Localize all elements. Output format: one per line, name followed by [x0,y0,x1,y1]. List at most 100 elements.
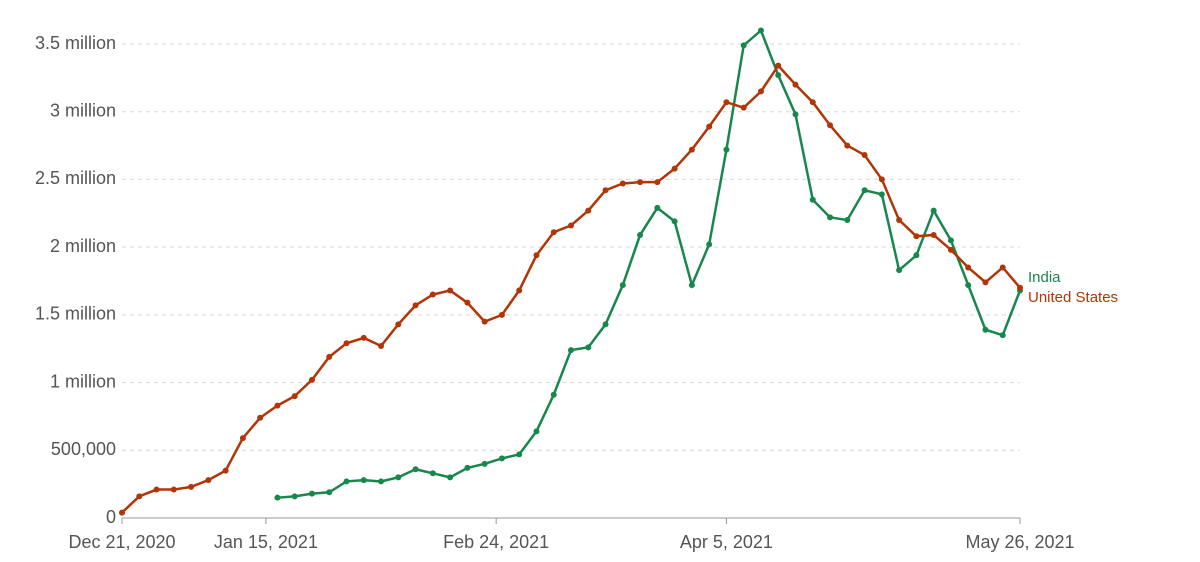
x-tick-label: Jan 15, 2021 [214,532,318,552]
point [878,191,885,198]
point [395,321,402,328]
x-tick-label: May 26, 2021 [965,532,1074,552]
point [136,493,143,500]
point [947,237,954,244]
point [757,88,764,95]
point [930,207,937,214]
point [568,222,574,229]
point [637,231,644,238]
point [688,146,695,153]
point [481,318,488,325]
series-label: United States [1028,289,1118,306]
y-tick-label: 2.5 million [35,168,116,188]
point [516,287,523,294]
point [360,477,367,484]
point [239,435,246,442]
point [550,391,557,398]
point [222,467,229,474]
point [999,332,1006,339]
point [913,252,920,259]
point [861,187,868,194]
point [343,478,350,485]
point [896,267,903,274]
y-tick-label: 2 million [50,236,116,256]
point [602,321,609,328]
point [947,246,954,253]
point [585,344,592,351]
point [412,302,419,309]
point [913,233,920,240]
series-line [277,28,1022,499]
point [360,334,367,341]
point [671,165,678,172]
point [602,187,609,194]
y-tick-label: 0 [106,507,116,527]
point [930,231,937,238]
point [723,146,730,153]
point [291,393,298,400]
point [1017,284,1023,291]
point [637,179,644,186]
point [792,111,799,118]
point [827,214,834,221]
series-label: India [1028,269,1061,286]
point [965,264,972,271]
point [706,123,713,130]
point [775,62,782,69]
point [170,486,177,493]
point [464,464,471,471]
x-tick-label: Apr 5, 2021 [680,532,773,552]
point [671,218,678,225]
point [861,152,868,159]
point [291,493,298,500]
point [844,142,851,149]
point [447,287,454,294]
point [326,489,333,496]
x-tick-label: Dec 21, 2020 [68,532,175,552]
point [447,474,454,481]
point [257,414,264,421]
series-line [121,63,1021,514]
point [706,241,713,248]
point [844,217,851,224]
point [809,99,816,106]
point [308,376,315,383]
point [740,104,747,111]
point [550,229,557,236]
point [533,252,540,259]
point [326,353,333,360]
point [498,455,505,462]
point [378,343,385,350]
x-tick-label: Feb 24, 2021 [443,532,549,552]
point [775,72,782,79]
point [654,179,661,186]
point [896,217,903,224]
point [274,402,281,409]
point [688,282,695,289]
point [654,204,661,211]
point [533,428,540,435]
point [619,282,626,289]
y-tick-label: 3 million [50,100,116,120]
point [188,483,195,490]
point [723,99,730,106]
y-tick-label: 3.5 million [35,33,116,53]
point [982,279,989,286]
point [343,340,350,347]
point [568,347,574,354]
point [982,326,989,333]
point [153,486,160,493]
point [429,291,436,298]
point [481,460,488,467]
point [516,451,523,458]
point [999,264,1006,271]
point [827,122,834,129]
point [412,466,419,473]
point [585,207,592,214]
y-tick-label: 1 million [50,371,116,391]
point [740,42,747,49]
point [378,478,385,485]
point [965,282,972,289]
point [619,180,626,187]
